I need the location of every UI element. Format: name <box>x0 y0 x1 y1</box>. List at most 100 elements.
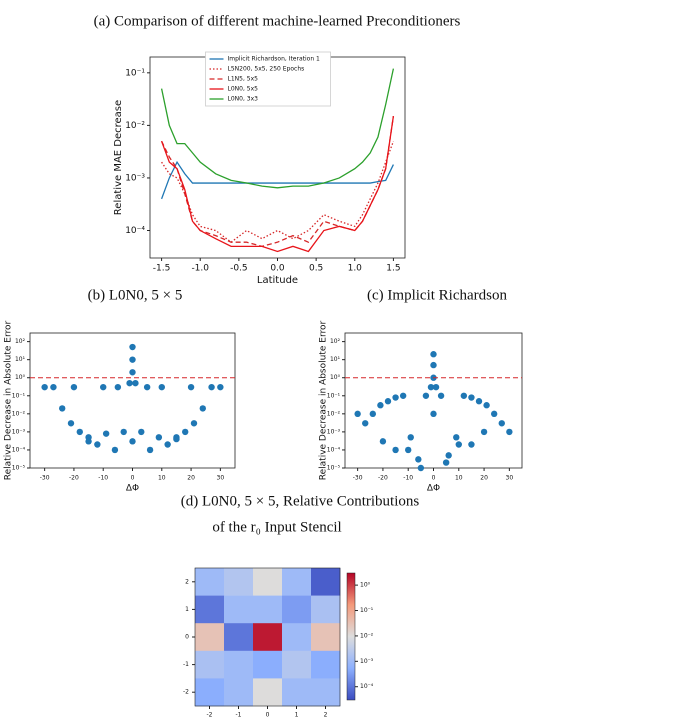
y-axis-label: Relative Decrease in Absolute Error <box>4 320 14 480</box>
scatter-point <box>129 438 136 445</box>
scatter-point <box>480 428 488 436</box>
colorbar-tick-label: 10⁰ <box>360 582 371 589</box>
y-tick-label: -1 <box>183 661 189 668</box>
y-tick-label: 10⁻³ <box>125 173 145 183</box>
heatmap-cell <box>311 678 341 707</box>
x-tick-label: 0 <box>432 475 436 482</box>
chart-title: (d) L0N0, 5 × 5, Relative Contributions <box>181 493 420 509</box>
chart-title: (a) Comparison of different machine-lear… <box>94 13 461 29</box>
y-tick-label: 10⁻¹ <box>12 392 26 399</box>
scatter-point <box>407 434 414 441</box>
y-tick-label: 10⁻² <box>327 410 341 417</box>
colorbar-tick-label: 10⁻⁴ <box>360 683 374 690</box>
scatter-point <box>120 428 127 436</box>
y-tick-label: 10⁰ <box>330 374 341 381</box>
y-tick-label: 10¹ <box>330 356 341 363</box>
scatter-point <box>475 398 483 405</box>
scatter-point <box>483 402 490 409</box>
scatter-point <box>111 446 119 454</box>
heatmap-cell <box>224 595 254 624</box>
scatter-point <box>190 420 198 427</box>
heatmap-cell <box>253 650 283 679</box>
scatter-point <box>455 441 462 448</box>
series-line <box>160 68 395 189</box>
x-tick-label: 1 <box>295 712 299 719</box>
x-tick-label: -1.5 <box>153 264 171 274</box>
x-tick-label: 0 <box>266 712 270 719</box>
scatter-point <box>217 383 224 391</box>
x-tick-label: 0 <box>131 475 135 482</box>
x-tick-label: -30 <box>353 475 363 482</box>
heatmap-cell <box>195 568 225 596</box>
heatmap-cell <box>224 623 254 652</box>
scatter-point <box>399 392 407 399</box>
chart-subtitle: of the r₀ Input Stencil <box>212 519 341 535</box>
chart-title: (c) Implicit Richardson <box>367 287 507 303</box>
scatter-point <box>126 379 133 387</box>
scatter-point <box>468 394 475 401</box>
scatter-point <box>129 343 136 351</box>
x-axis-label: ΔΦ <box>427 484 440 494</box>
scatter-point <box>392 394 399 401</box>
y-axis-label: Relative MAE Decrease <box>113 100 124 215</box>
scatter-point <box>208 383 215 391</box>
heatmap-cell <box>253 678 283 707</box>
x-tick-label: -0.5 <box>230 264 248 274</box>
scatter-point <box>442 459 450 466</box>
y-tick-label: 2 <box>185 578 189 585</box>
heatmap-cell <box>311 568 341 596</box>
chart-title: (b) L0N0, 5 × 5 <box>88 287 183 303</box>
heatmap-cell <box>224 568 254 596</box>
scatter-point <box>138 428 145 436</box>
y-tick-label: 10⁻² <box>125 121 145 131</box>
heatmap-cell <box>195 595 225 624</box>
y-tick-label: 10² <box>330 338 341 345</box>
scatter-point <box>498 420 505 427</box>
scatter-point <box>182 428 189 436</box>
series-line <box>160 116 395 253</box>
scatter-point <box>432 383 440 391</box>
y-tick-label: 10⁰ <box>15 374 26 381</box>
x-tick-label: -1.0 <box>191 264 209 274</box>
scatter-point <box>490 410 498 418</box>
legend-label: L0N0, 5x5 <box>228 86 259 93</box>
heatmap-cell <box>253 568 283 596</box>
y-tick-label: 10⁻² <box>12 410 26 417</box>
heatmap-cell <box>282 678 312 707</box>
scatter-point <box>445 452 452 459</box>
y-tick-label: 10² <box>15 338 26 345</box>
heatmap-cell <box>195 623 225 652</box>
x-tick-label: 20 <box>187 475 195 482</box>
scatter-point <box>405 446 412 454</box>
x-axis-label: Latitude <box>257 275 298 286</box>
scatter-point <box>132 379 139 387</box>
scatter-point <box>143 383 151 391</box>
scatter-point <box>362 420 369 427</box>
scatter-point <box>392 446 399 454</box>
heatmap-cell <box>282 623 312 652</box>
y-tick-label: 10⁻³ <box>327 428 341 435</box>
x-tick-label: 10 <box>158 475 166 482</box>
series-line <box>161 140 395 243</box>
scatter-point <box>422 392 430 399</box>
x-tick-label: 1.5 <box>386 264 400 274</box>
scatter-point <box>430 410 437 418</box>
legend-label: L0N0, 3x3 <box>228 96 259 103</box>
scatter-point <box>379 438 387 445</box>
scatter-point <box>158 383 165 391</box>
scatter-point <box>100 383 107 391</box>
y-tick-label: 10⁻⁴ <box>125 226 145 236</box>
scatter-point <box>85 438 92 445</box>
series-line <box>160 160 394 200</box>
scatter-point <box>173 435 180 443</box>
scatter-point <box>187 383 195 391</box>
scatter-point <box>67 420 75 427</box>
y-tick-label: 10⁻³ <box>12 428 26 435</box>
x-tick-label: 20 <box>480 475 488 482</box>
x-tick-label: 0.0 <box>270 264 285 274</box>
heatmap-cell <box>224 650 254 679</box>
y-tick-label: 10⁻¹ <box>327 392 341 399</box>
scatter-point <box>506 428 513 436</box>
x-tick-label: -30 <box>40 475 50 482</box>
y-tick-label: 10⁻⁴ <box>12 446 26 453</box>
